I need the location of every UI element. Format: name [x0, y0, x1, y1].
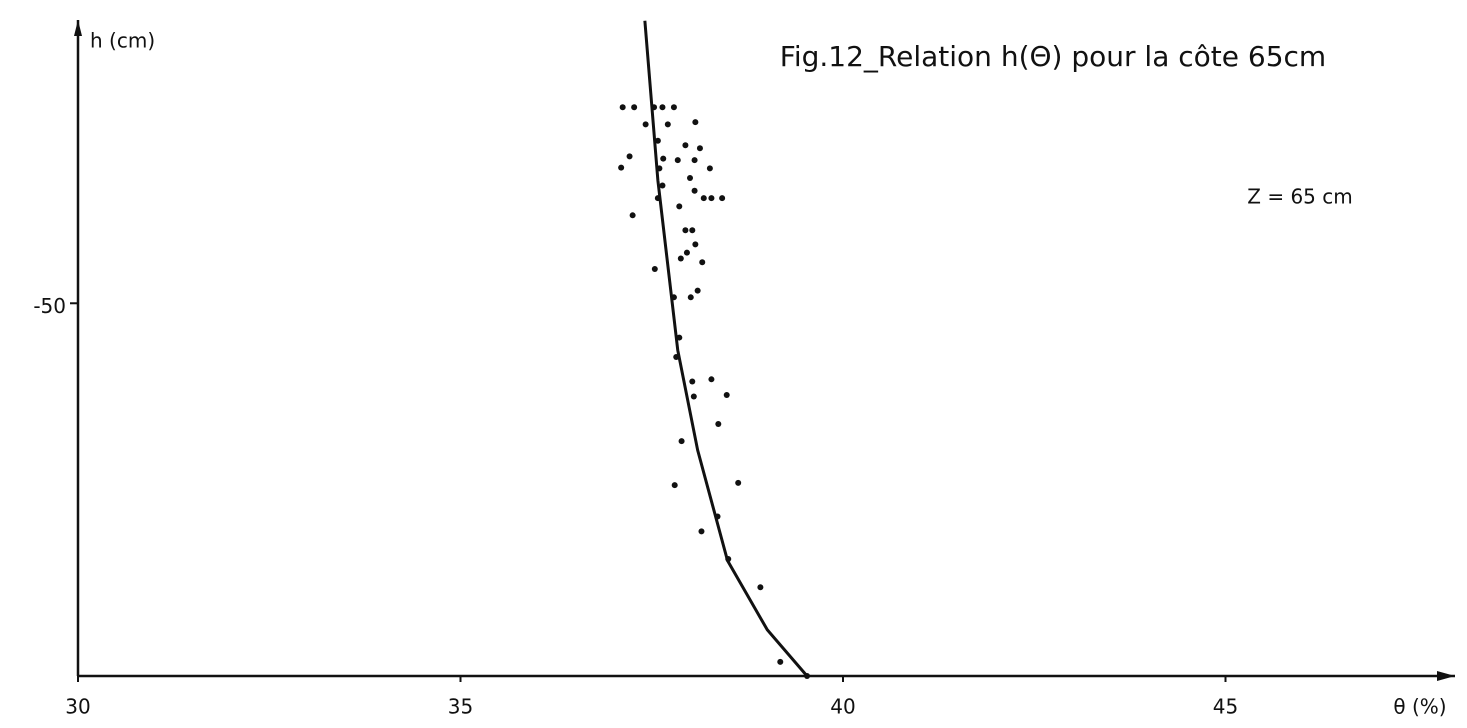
data-point: [706, 165, 713, 172]
x-tick-label: 40: [830, 695, 855, 719]
data-point: [723, 391, 730, 398]
data-point: [691, 187, 698, 194]
data-point: [659, 104, 666, 111]
data-point: [719, 195, 726, 202]
data-point: [682, 142, 689, 149]
data-point: [660, 155, 667, 162]
data-point: [687, 175, 693, 182]
y-axis-label: h (cm): [90, 29, 155, 53]
data-point: [683, 249, 690, 256]
data-point: [735, 479, 742, 486]
data-point: [682, 227, 689, 234]
data-point: [757, 584, 764, 591]
data-point: [698, 528, 705, 535]
y-tick-label: -50: [33, 294, 66, 318]
data-point: [690, 393, 697, 400]
data-point: [692, 119, 699, 126]
x-tick-label: 35: [448, 695, 473, 719]
data-point: [777, 658, 784, 665]
data-point: [654, 137, 661, 144]
data-point: [694, 287, 701, 294]
x-tick-label: 45: [1213, 695, 1238, 719]
fit-curve: [643, 20, 809, 677]
data-point: [708, 376, 715, 383]
data-point: [671, 482, 678, 489]
data-point: [699, 259, 706, 266]
data-point: [676, 203, 683, 210]
data-point: [629, 212, 636, 219]
data-point: [696, 145, 703, 152]
x-axis-arrow: [1437, 671, 1455, 681]
data-point: [651, 265, 658, 272]
y-axis-arrow: [74, 20, 82, 36]
data-point: [715, 421, 722, 428]
data-point: [670, 104, 677, 111]
data-point: [664, 121, 671, 128]
data-point: [674, 157, 681, 164]
x-axis-label: θ (%): [1393, 695, 1446, 719]
data-point: [691, 157, 698, 164]
data-point: [708, 195, 715, 202]
data-point: [642, 121, 649, 128]
data-point: [700, 195, 707, 202]
data-point: [619, 104, 626, 111]
data-point: [618, 164, 625, 171]
chart-title: Fig.12_Relation h(Θ) pour la côte 65cm: [780, 40, 1326, 73]
data-point: [687, 294, 694, 301]
annotation: Z = 65 cm: [1247, 185, 1352, 209]
data-point: [692, 241, 699, 248]
data-point: [631, 104, 638, 111]
data-point: [626, 153, 633, 160]
data-point: [689, 227, 696, 234]
data-point: [678, 438, 685, 445]
data-point: [677, 255, 684, 262]
data-point: [689, 378, 696, 385]
data-point: [659, 182, 666, 189]
x-tick-label: 30: [65, 695, 90, 719]
